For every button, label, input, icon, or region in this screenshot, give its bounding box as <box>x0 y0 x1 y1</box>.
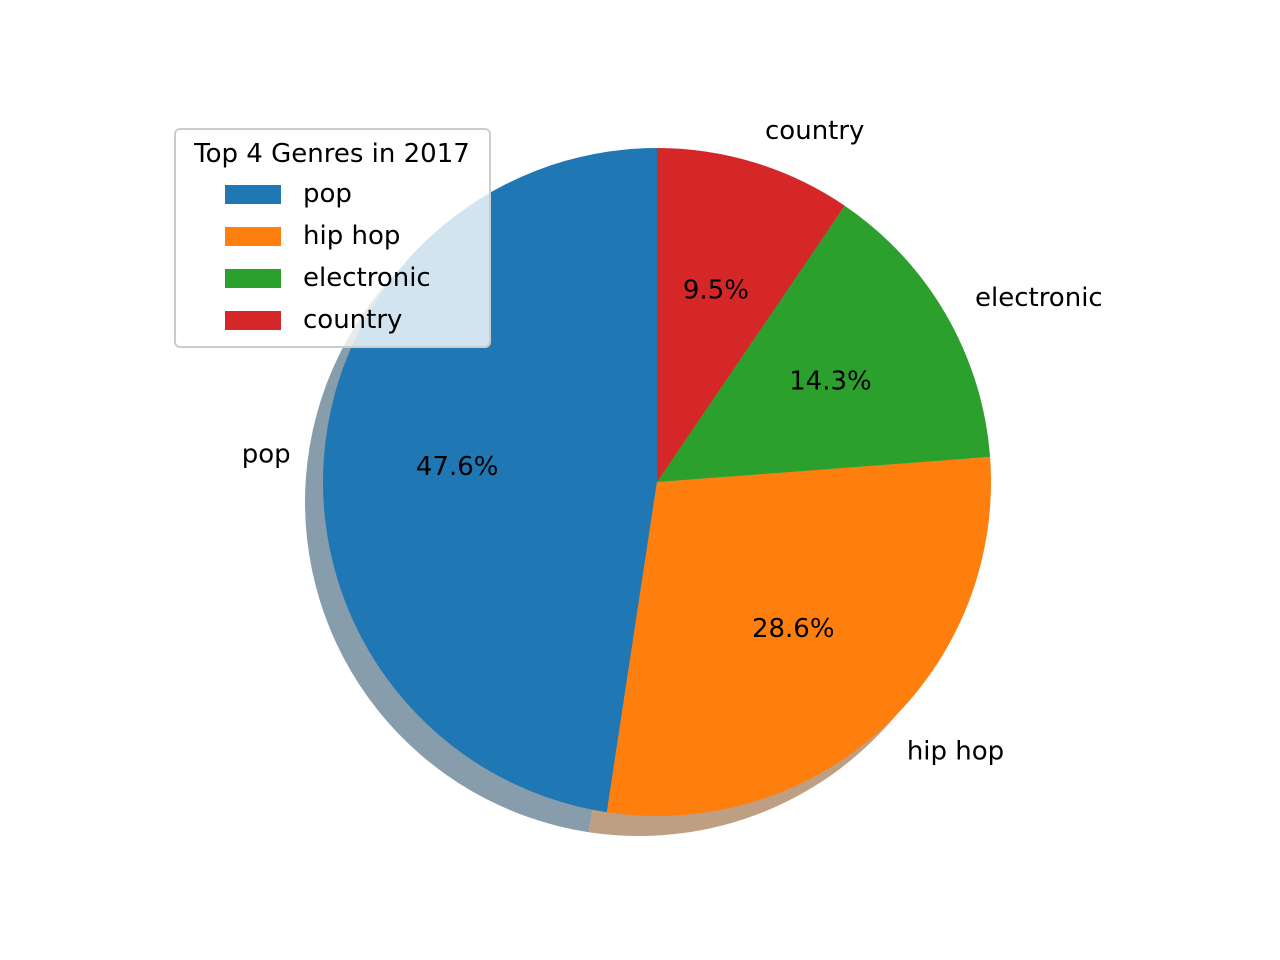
pie-labels: pop hip hop electronic country <box>242 116 1103 767</box>
pie-label-electronic: electronic <box>975 283 1103 313</box>
legend-label-pop: pop <box>303 179 352 209</box>
pie-percent-electronic: 14.3% <box>789 367 872 397</box>
legend-label-country: country <box>303 305 402 335</box>
legend-title: Top 4 Genres in 2017 <box>193 139 470 169</box>
legend-swatch-electronic <box>225 269 281 288</box>
pie-slice-electronic <box>657 205 991 483</box>
pie-percent-labels: 47.6% 28.6% 14.3% 9.5% <box>416 275 872 643</box>
legend-label-electronic: electronic <box>303 263 431 293</box>
pie-percent-country: 9.5% <box>683 275 749 305</box>
pie-slice-hip-hop <box>606 456 991 816</box>
pie-percent-hip-hop: 28.6% <box>752 614 835 644</box>
pie-percent-pop: 47.6% <box>416 452 499 482</box>
pie-label-country: country <box>765 116 864 146</box>
legend-swatch-hip-hop <box>225 227 281 246</box>
legend-swatch-pop <box>225 185 281 204</box>
legend-swatch-country <box>225 311 281 330</box>
pie-label-pop: pop <box>242 439 291 469</box>
pie-slice-country <box>657 148 845 482</box>
pie-label-hip-hop: hip hop <box>907 736 1004 766</box>
legend-items: pop hip hop electronic country <box>225 179 431 335</box>
legend: Top 4 Genres in 2017 pop hip hop electroni… <box>174 128 491 348</box>
legend-label-hip-hop: hip hop <box>303 221 400 251</box>
legend-box <box>174 128 491 348</box>
